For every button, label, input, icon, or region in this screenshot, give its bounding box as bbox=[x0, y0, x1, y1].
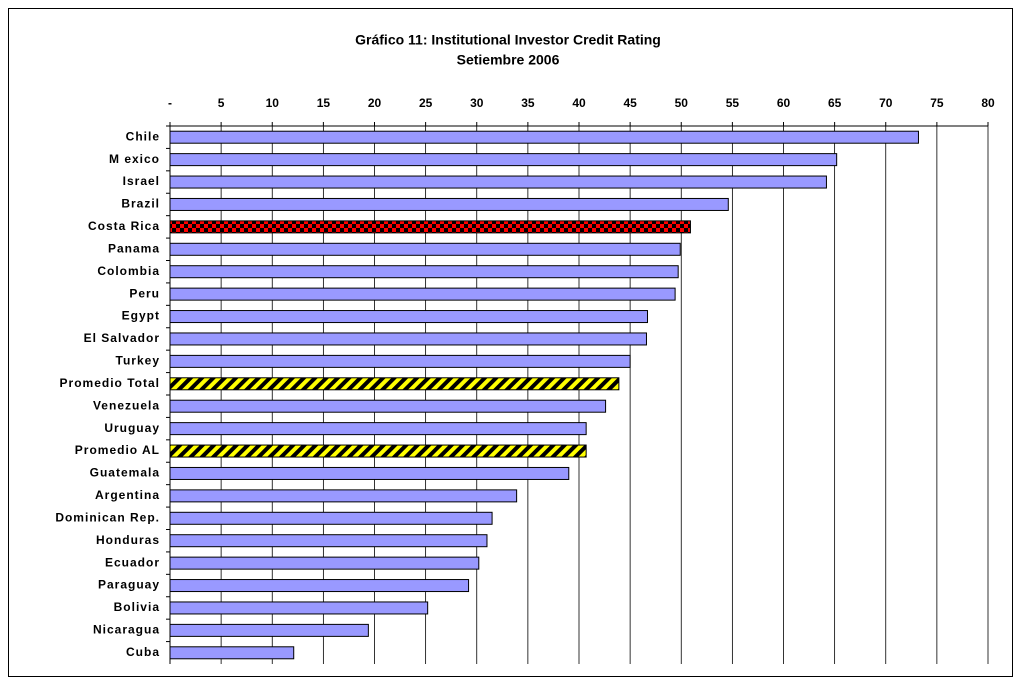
category-label: Colombia bbox=[97, 264, 160, 278]
category-label: Cuba bbox=[126, 645, 160, 659]
x-tick-label: 65 bbox=[828, 96, 842, 110]
x-tick-label: 30 bbox=[470, 96, 484, 110]
x-tick-label: - bbox=[168, 96, 172, 110]
bar bbox=[169, 444, 587, 458]
category-label: Panama bbox=[108, 241, 160, 255]
category-label: Guatemala bbox=[90, 466, 160, 480]
category-label: Nicaragua bbox=[93, 623, 160, 637]
category-label: Turkey bbox=[116, 354, 160, 368]
bar bbox=[169, 242, 681, 256]
bar bbox=[169, 175, 827, 189]
category-label: Bolivia bbox=[114, 600, 160, 614]
bar bbox=[169, 287, 676, 301]
category-label: Venezuela bbox=[93, 398, 160, 412]
chart-title: Gráfico 11: Institutional Investor Credi… bbox=[355, 32, 661, 48]
bar bbox=[169, 377, 620, 391]
bar bbox=[169, 579, 470, 593]
bar bbox=[169, 220, 691, 234]
x-tick-label: 55 bbox=[726, 96, 740, 110]
x-tick-label: 10 bbox=[266, 96, 280, 110]
bar bbox=[169, 265, 679, 279]
category-label: Chile bbox=[126, 129, 160, 143]
category-label: Peru bbox=[129, 286, 160, 300]
x-tick-label: 75 bbox=[930, 96, 944, 110]
bar bbox=[169, 153, 838, 167]
bar bbox=[169, 534, 488, 548]
category-label: Costa Rica bbox=[88, 219, 160, 233]
bar bbox=[169, 130, 919, 144]
bar bbox=[169, 332, 647, 346]
x-tick-label: 60 bbox=[777, 96, 791, 110]
category-label: Israel bbox=[123, 174, 160, 188]
category-label: Ecuador bbox=[105, 555, 160, 569]
category-label: Promedio Total bbox=[60, 376, 160, 390]
x-tick-label: 45 bbox=[623, 96, 637, 110]
bar bbox=[169, 601, 429, 615]
bar bbox=[169, 310, 649, 324]
x-tick-label: 70 bbox=[879, 96, 893, 110]
x-tick-label: 20 bbox=[368, 96, 382, 110]
bar bbox=[169, 556, 480, 570]
bar bbox=[169, 197, 729, 211]
x-tick-label: 80 bbox=[981, 96, 995, 110]
category-label: El Salvador bbox=[84, 331, 160, 345]
category-label: Dominican Rep. bbox=[55, 510, 160, 524]
bar bbox=[169, 646, 295, 660]
category-label: Promedio AL bbox=[75, 443, 160, 457]
x-tick-label: 50 bbox=[675, 96, 689, 110]
bar bbox=[169, 511, 493, 525]
bar bbox=[169, 399, 607, 413]
bar bbox=[169, 489, 518, 503]
category-label: Paraguay bbox=[98, 578, 160, 592]
category-label: Argentina bbox=[95, 488, 160, 502]
category-label: M exico bbox=[109, 152, 160, 166]
bar bbox=[169, 422, 587, 436]
x-tick-label: 40 bbox=[572, 96, 586, 110]
category-label: Honduras bbox=[96, 533, 160, 547]
bar bbox=[169, 623, 369, 637]
category-label: Uruguay bbox=[104, 421, 160, 435]
x-tick-label: 15 bbox=[317, 96, 331, 110]
x-tick-label: 5 bbox=[218, 96, 225, 110]
category-label: Egypt bbox=[122, 309, 160, 323]
chart-subtitle: Setiembre 2006 bbox=[457, 52, 560, 68]
x-tick-label: 35 bbox=[521, 96, 535, 110]
x-tick-label: 25 bbox=[419, 96, 433, 110]
bar bbox=[169, 354, 631, 368]
category-label: Brazil bbox=[121, 197, 160, 211]
bar bbox=[169, 466, 570, 480]
